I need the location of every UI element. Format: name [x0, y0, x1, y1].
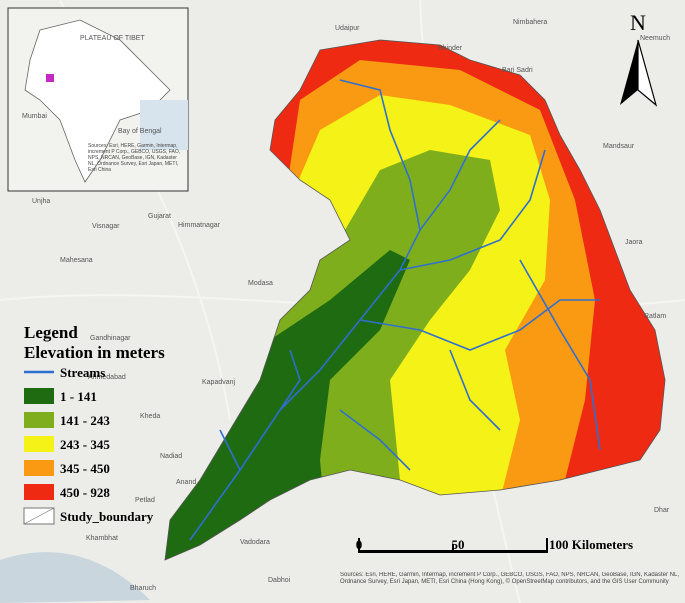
inset-attribution: Sources: Esri, HERE, Garmin, Intermap, i…: [88, 143, 181, 173]
legend-label: 1 - 141: [60, 389, 97, 404]
place-label: Gandhinagar: [90, 335, 131, 342]
place-label: Bhinder: [438, 45, 463, 52]
india-outline: [24, 19, 171, 183]
inset-water: [140, 100, 188, 150]
place-labels: Udaipur Bhinder Bari Sadri Nimbahera Nee…: [32, 19, 670, 592]
stream: [359, 299, 600, 351]
place-label: Vadodara: [240, 539, 270, 546]
inset-label: Mumbai: [22, 113, 47, 120]
place-label: Petlad: [135, 497, 155, 504]
legend-label: Streams: [60, 365, 105, 380]
north-arrow: N: [620, 10, 658, 107]
place-label: Ahmedabad: [88, 374, 126, 381]
place-label: Ratlam: [644, 313, 666, 320]
place-label: Neemuch: [640, 35, 670, 42]
streams: [189, 79, 601, 541]
legend-swatch: [24, 388, 54, 404]
stream: [339, 79, 421, 231]
water: [0, 552, 150, 603]
legend-subtitle: Elevation in meters: [24, 343, 165, 362]
legend-swatch: [24, 412, 54, 428]
inset-attribution-box: Sources: Esri, HERE, Garmin, Intermap, i…: [88, 143, 181, 173]
legend-swatch: [24, 460, 54, 476]
place-label: Khambhat: [86, 535, 118, 542]
north-arrow-right: [637, 39, 658, 107]
inset-map: PLATEAU OF TIBET Bay of Bengal Mumbai So…: [7, 7, 189, 192]
attribution: Sources: Esri, HERE, Garmin, Intermap, i…: [340, 572, 679, 585]
place-label: Udaipur: [335, 25, 360, 32]
scale-bar: 0 50 100 Kilometers: [356, 537, 633, 553]
legend-label: 243 - 345: [60, 437, 110, 452]
place-label: Kapadvanj: [202, 379, 236, 386]
study-area-marker: [46, 74, 54, 82]
place-label: Dhar: [654, 507, 670, 514]
legend-title: Legend: [24, 323, 78, 342]
scale-bar-tick: [452, 544, 454, 553]
place-label: Mahesana: [60, 257, 93, 264]
place-label: Nadiad: [160, 453, 182, 460]
north-arrow-left: [620, 40, 638, 105]
north-label: N: [630, 10, 646, 35]
stream: [519, 259, 601, 451]
place-label: Kheda: [140, 413, 160, 420]
place-label: Gujarat: [148, 213, 171, 220]
place-label: Anand: [176, 479, 196, 486]
place-label: Dabhoi: [268, 577, 291, 584]
stream: [449, 349, 501, 431]
place-label: Modasa: [248, 280, 273, 287]
stream: [219, 349, 301, 471]
legend-label: 450 - 928: [60, 485, 110, 500]
place-label: Bharuch: [130, 585, 156, 592]
place-label: Nimbahera: [513, 19, 547, 26]
stream: [399, 149, 546, 271]
scale-label: 50: [452, 537, 465, 552]
scale-bar-tick: [546, 538, 548, 553]
legend-label: 141 - 243: [60, 413, 110, 428]
place-label: Visnagar: [92, 223, 120, 230]
scale-bar-tick: [358, 538, 360, 553]
place-label: Himmatnagar: [178, 222, 221, 229]
legend-swatch: [24, 484, 54, 500]
stream: [189, 119, 501, 541]
stream: [339, 409, 411, 471]
scale-label: 100 Kilometers: [549, 537, 633, 552]
attribution-box: Sources: Esri, HERE, Garmin, Intermap, i…: [340, 572, 679, 585]
place-label: Bari Sadri: [502, 67, 533, 74]
legend-label: Study_boundary: [60, 509, 154, 524]
scale-label: 0: [356, 537, 363, 552]
legend-label: 345 - 450: [60, 461, 110, 476]
legend-swatch: [24, 436, 54, 452]
inset-label: Bay of Bengal: [118, 128, 162, 135]
legend: Legend Elevation in meters Streams 1 - 14…: [23, 323, 165, 525]
legend-swatch-hatch: [23, 507, 55, 525]
place-label: Jaora: [625, 239, 643, 246]
inset-label: PLATEAU OF TIBET: [80, 35, 145, 42]
place-label: Mandsaur: [603, 143, 635, 150]
place-label: Unjha: [32, 198, 50, 205]
